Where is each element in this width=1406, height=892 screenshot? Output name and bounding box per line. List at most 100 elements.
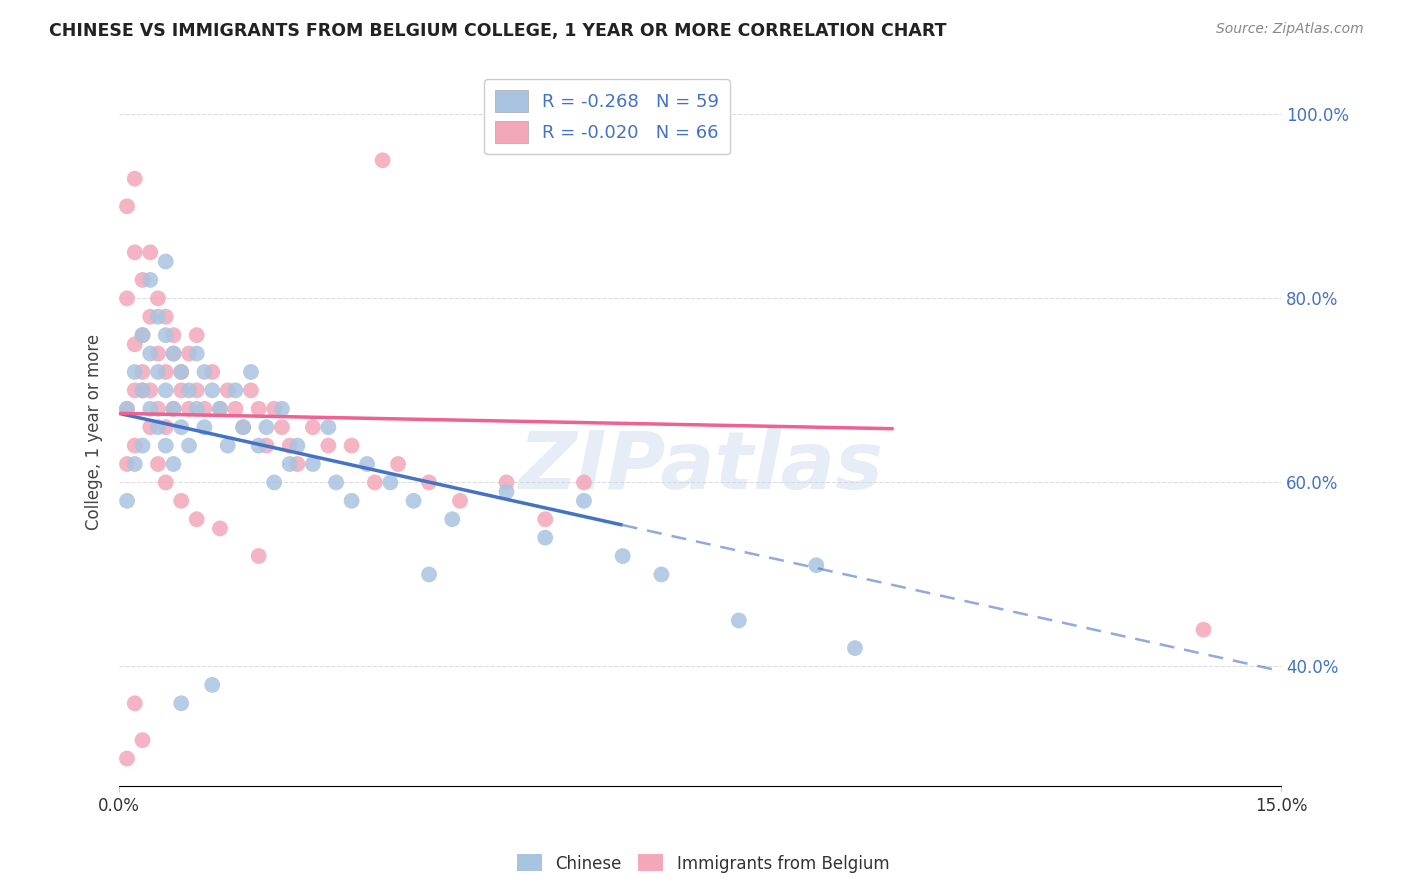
Point [124,171,146,186]
Point [115,291,138,305]
Point [162,401,184,416]
Point [139,346,162,360]
Point [155,420,177,434]
Point [263,475,285,490]
Point [146,346,169,360]
Point [139,310,162,324]
Point [371,153,394,168]
Point [232,420,254,434]
Point [201,384,224,398]
Point [155,475,177,490]
Point [115,751,138,765]
Y-axis label: College, 1 year or more: College, 1 year or more [86,334,103,530]
Point [534,512,557,526]
Point [170,493,193,508]
Point [572,475,595,490]
Point [131,365,153,379]
Point [208,521,231,535]
Point [239,365,262,379]
Point [155,439,177,453]
Point [201,678,224,692]
Point [124,337,146,351]
Point [124,457,146,471]
Point [572,493,595,508]
Point [318,439,340,453]
Point [186,328,208,343]
Point [495,484,517,499]
Point [124,439,146,453]
Point [287,439,309,453]
Point [155,254,177,268]
Point [217,384,239,398]
Point [302,420,325,434]
Point [278,439,301,453]
Point [177,401,200,416]
Point [247,549,270,563]
Point [263,401,285,416]
Point [364,475,387,490]
Legend: Chinese, Immigrants from Belgium: Chinese, Immigrants from Belgium [510,847,896,880]
Point [146,291,169,305]
Point [124,384,146,398]
Point [170,696,193,710]
Point [418,475,440,490]
Point [208,401,231,416]
Point [162,457,184,471]
Point [208,401,231,416]
Point [232,420,254,434]
Point [318,420,340,434]
Point [254,439,277,453]
Point [124,696,146,710]
Point [162,328,184,343]
Point [131,439,153,453]
Point [115,457,138,471]
Point [146,457,169,471]
Point [340,493,363,508]
Point [146,401,169,416]
Point [170,365,193,379]
Point [193,365,215,379]
Point [247,439,270,453]
Point [139,401,162,416]
Point [162,346,184,360]
Point [186,346,208,360]
Point [155,328,177,343]
Point [495,475,517,490]
Point [271,420,294,434]
Point [124,245,146,260]
Point [387,457,409,471]
Text: ZIPatlas: ZIPatlas [517,428,883,507]
Point [170,365,193,379]
Point [727,614,749,628]
Point [380,475,402,490]
Point [115,493,138,508]
Point [1192,623,1215,637]
Point [155,365,177,379]
Point [177,346,200,360]
Point [224,401,246,416]
Point [186,512,208,526]
Point [131,328,153,343]
Point [146,310,169,324]
Point [356,457,378,471]
Point [115,401,138,416]
Point [441,512,464,526]
Point [162,346,184,360]
Point [302,457,325,471]
Point [325,475,347,490]
Point [278,457,301,471]
Point [612,549,634,563]
Point [418,567,440,582]
Point [131,384,153,398]
Point [402,493,425,508]
Point [177,439,200,453]
Point [186,401,208,416]
Point [155,310,177,324]
Point [131,733,153,747]
Point [271,401,294,416]
Point [139,273,162,287]
Point [139,420,162,434]
Text: Source: ZipAtlas.com: Source: ZipAtlas.com [1216,22,1364,37]
Point [534,531,557,545]
Point [844,641,866,656]
